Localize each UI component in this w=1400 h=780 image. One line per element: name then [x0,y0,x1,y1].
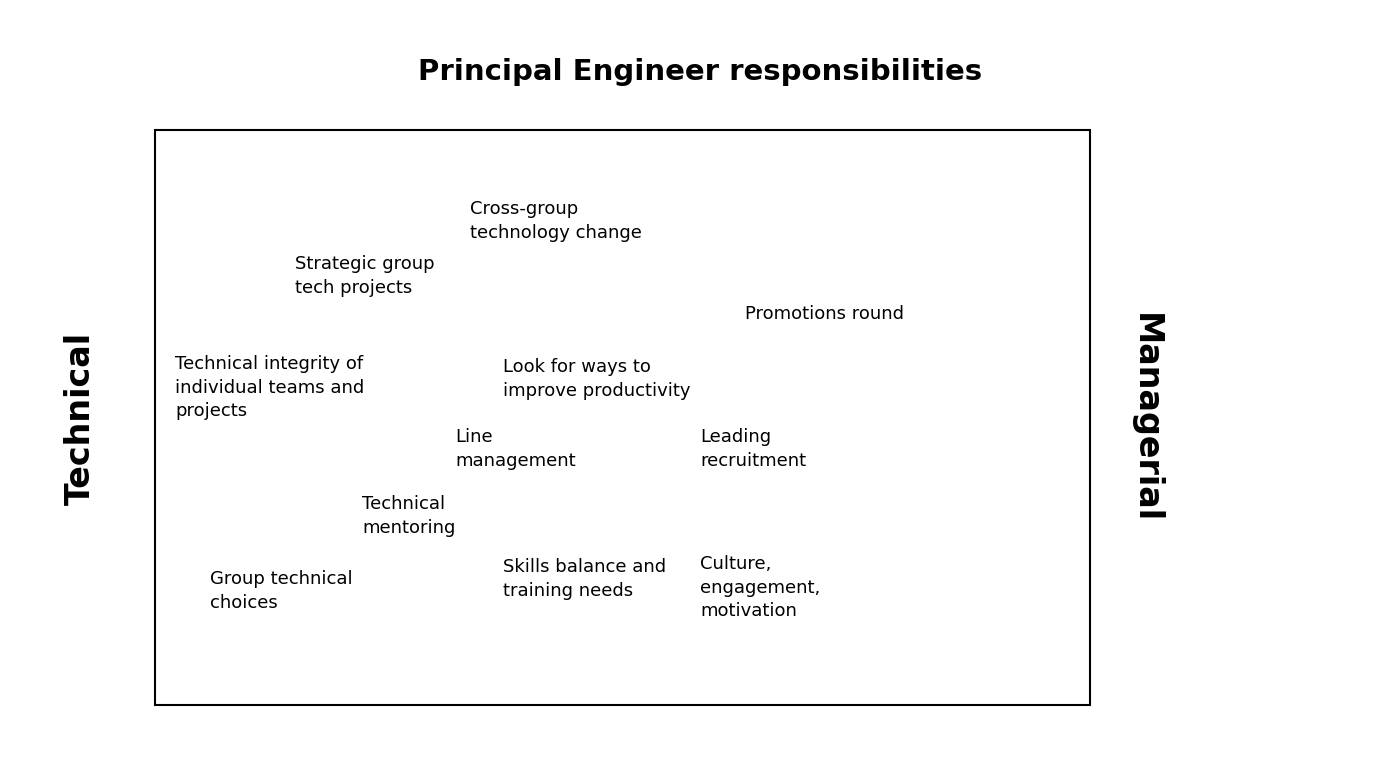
Text: Look for ways to
improve productivity: Look for ways to improve productivity [503,358,690,399]
Text: Managerial: Managerial [1128,313,1162,523]
Text: Strategic group
tech projects: Strategic group tech projects [295,255,434,296]
Bar [155,130,1091,705]
Text: Culture,
engagement,
motivation: Culture, engagement, motivation [700,555,820,620]
Text: Cross-group
technology change: Cross-group technology change [470,200,641,242]
Text: Technical: Technical [63,332,97,505]
Text: Skills balance and
training needs: Skills balance and training needs [503,558,666,600]
Text: Technical integrity of
individual teams and
projects: Technical integrity of individual teams … [175,355,364,420]
Text: Leading
recruitment: Leading recruitment [700,428,806,470]
Text: Promotions round: Promotions round [745,305,904,323]
Text: Principal Engineer responsibilities: Principal Engineer responsibilities [419,58,981,86]
Text: Group technical
choices: Group technical choices [210,570,353,612]
Text: Technical
mentoring: Technical mentoring [363,495,455,537]
Text: Line
management: Line management [455,428,575,470]
